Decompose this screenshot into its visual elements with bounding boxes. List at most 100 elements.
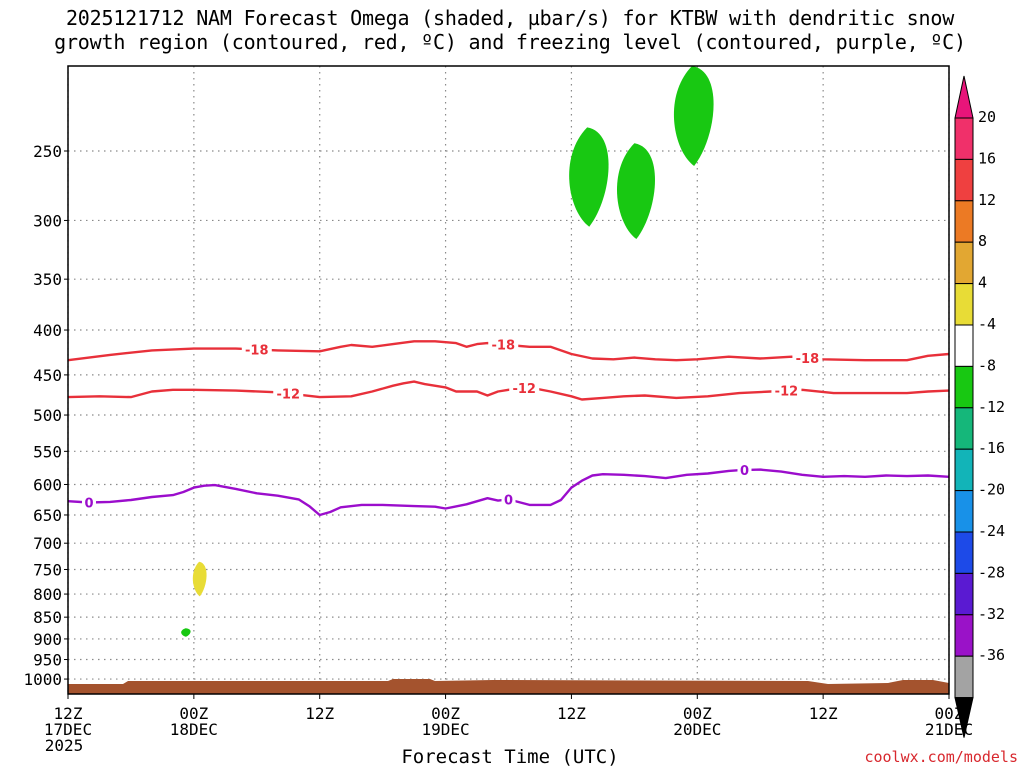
colorbar-tick-label: -24: [978, 522, 1005, 540]
contour-label: -18: [245, 344, 269, 359]
y-tick-label: 600: [33, 475, 62, 494]
omega-shaded-area: [181, 628, 191, 637]
contour-label-background: [737, 462, 752, 479]
contour-label: -18: [796, 352, 820, 367]
contour-label-background: [241, 341, 272, 358]
x-tick-label: 17DEC: [44, 720, 92, 739]
source-credit: coolwx.com/models: [864, 748, 1018, 766]
colorbar-tick-label: -12: [978, 398, 1005, 416]
colorbar-over-arrow: [954, 75, 974, 119]
colorbar-segment: [954, 490, 974, 533]
y-tick-label: 800: [33, 585, 62, 604]
grid-lines: [67, 66, 950, 694]
colorbar-segment: [954, 407, 974, 450]
colorbar-segment: [954, 531, 974, 574]
x-tick-label: 19DEC: [421, 720, 469, 739]
contour-label: -12: [512, 382, 536, 397]
contour-label: 0: [84, 496, 93, 511]
contour-label: -18: [492, 339, 516, 354]
omega-shaded-area: [673, 66, 714, 166]
contour-label-background: [488, 336, 519, 353]
y-tick-label: 750: [33, 560, 62, 579]
contour-label-background: [792, 350, 823, 367]
y-tick-label: 900: [33, 630, 62, 649]
colorbar-tick-label: 8: [978, 232, 987, 250]
x-tick-label: 12Z: [54, 704, 83, 723]
plot-frame: [67, 65, 950, 695]
contour-label-background: [273, 385, 304, 402]
surface-terrain: [68, 679, 949, 694]
contour-line: [67, 468, 950, 517]
colorbar-tick-label: -4: [978, 315, 996, 333]
y-tick-label: 350: [33, 270, 62, 289]
y-axis-ticks: 250 300 350 400 450 500 550 600 650 700 750 800 850 9…: [23, 142, 68, 689]
colorbar-tick-label: 20: [978, 108, 996, 126]
contour-label: 0: [504, 493, 513, 508]
colorbar-segment: [954, 283, 974, 326]
omega-shaded-area: [192, 561, 207, 597]
colorbar-segment: [954, 448, 974, 492]
x-tick-label: 2025: [45, 736, 84, 755]
colorbar-tick-label: -36: [978, 646, 1005, 664]
x-tick-label: 12Z: [305, 704, 334, 723]
omega-shaded-area: [569, 127, 609, 227]
colorbar-tick-label: 16: [978, 149, 996, 167]
colorbar-tick-label: -20: [978, 481, 1005, 499]
contour-label: -12: [277, 387, 301, 402]
contour-line: [67, 380, 950, 401]
x-axis-label: Forecast Time (UTC): [401, 746, 619, 768]
contour-lines: -18 -18 -18 -12 -12 -12 0 0 0: [67, 336, 950, 517]
colorbar-segment: [954, 614, 974, 657]
y-tick-label: 1000: [23, 670, 62, 689]
x-tick-label: 12Z: [809, 704, 838, 723]
contour-label-background: [81, 494, 96, 511]
colorbar-tick-label: -28: [978, 563, 1005, 581]
omega-shaded-area: [616, 143, 655, 240]
chart-title-line-2: growth region (contoured, red, ºC) and f…: [54, 30, 966, 54]
y-tick-label: 450: [33, 366, 62, 385]
contour-label-background: [509, 380, 540, 397]
chart-title-line-1: 2025121712 NAM Forecast Omega (shaded, µ…: [65, 6, 955, 30]
y-tick-label: 950: [33, 651, 62, 670]
colorbar-tick-label: -8: [978, 356, 996, 374]
colorbar-segment: [954, 241, 974, 285]
y-tick-label: 700: [33, 534, 62, 553]
chart-title: 2025121712 NAM Forecast Omega (shaded, µ…: [0, 6, 1020, 54]
x-tick-label: 20DEC: [673, 720, 721, 739]
contour-label-background: [501, 491, 516, 508]
x-tick-label: 18DEC: [170, 720, 218, 739]
colorbar-segment: [954, 655, 974, 699]
y-tick-label: 400: [33, 321, 62, 340]
colorbar-under-arrow: [954, 697, 974, 738]
x-tick-label: 00Z: [431, 704, 460, 723]
x-tick-label: 00Z: [935, 704, 964, 723]
contour-label-background: [771, 382, 802, 399]
colorbar-tick-label: 12: [978, 191, 996, 209]
colorbar-tick-label: -16: [978, 439, 1005, 457]
x-tick-label: 12Z: [557, 704, 586, 723]
y-tick-label: 550: [33, 442, 62, 461]
colorbar-segment: [954, 117, 974, 160]
colorbar-tick-label: -32: [978, 605, 1005, 623]
y-tick-label: 500: [33, 406, 62, 425]
x-tick-label: 00Z: [683, 704, 712, 723]
colorbar-tick-label: 4: [978, 274, 987, 292]
contour-label: 0: [740, 464, 749, 479]
y-tick-label: 300: [33, 211, 62, 230]
x-tick-label: 00Z: [179, 704, 208, 723]
y-tick-label: 250: [33, 142, 62, 161]
omega-shading: [181, 66, 714, 637]
y-tick-label: 650: [33, 506, 62, 525]
colorbar-segment: [954, 365, 974, 409]
colorbar-segment: [954, 158, 974, 202]
colorbar-segment: [954, 200, 974, 243]
colorbar-segment: [954, 324, 974, 367]
surface-terrain-band: [68, 679, 949, 694]
contour-label: -12: [775, 385, 799, 400]
colorbar: 20 16 12 8 4 -4 -8 -12 -16 -20 -24 -28 -32 -36: [954, 75, 1005, 738]
colorbar-segment: [954, 572, 974, 616]
plot-border: [67, 65, 950, 695]
y-tick-label: 850: [33, 608, 62, 627]
